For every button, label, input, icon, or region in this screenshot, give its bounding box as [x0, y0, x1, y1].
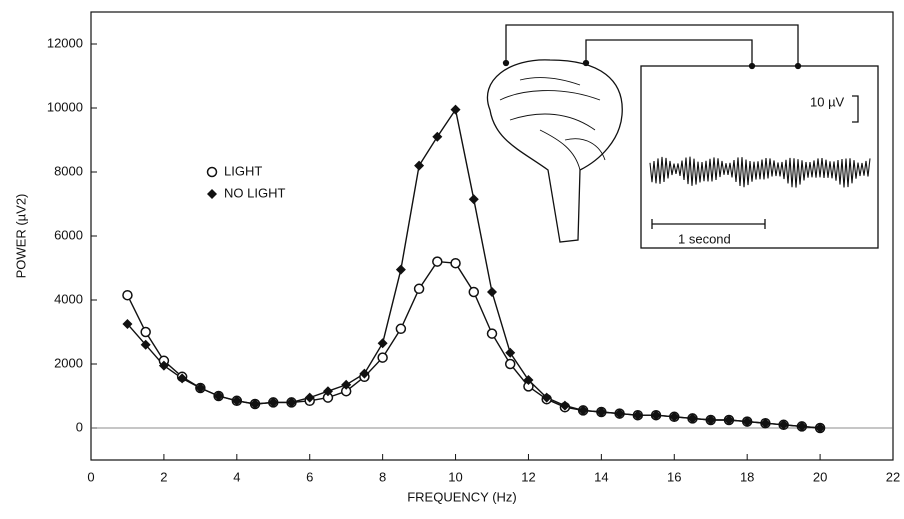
x-tick-label: 6 — [306, 469, 313, 484]
marker — [632, 410, 643, 421]
legend-label: LIGHT — [224, 163, 262, 178]
marker — [486, 328, 498, 339]
marker — [796, 421, 807, 432]
marker — [742, 416, 753, 427]
marker — [341, 379, 352, 390]
marker — [268, 397, 279, 408]
marker — [158, 360, 169, 371]
marker — [195, 383, 206, 393]
marker — [760, 418, 771, 429]
marker — [286, 397, 297, 408]
marker — [468, 286, 480, 298]
y-tick-label: 4000 — [54, 291, 83, 306]
marker — [213, 391, 224, 401]
inset-frame — [640, 65, 879, 249]
y-tick-label: 8000 — [54, 163, 83, 178]
marker — [815, 423, 826, 433]
y-axis-label: POWER (µV2) — [13, 194, 28, 279]
electrode-wires — [505, 24, 799, 66]
annotation: 10 µV — [810, 94, 845, 109]
marker — [304, 392, 315, 403]
x-tick-label: 18 — [740, 469, 754, 484]
x-tick-label: 4 — [233, 469, 240, 484]
marker — [359, 368, 370, 379]
marker — [614, 408, 625, 419]
y-tick-label: 0 — [76, 419, 83, 434]
legend-label: NO LIGHT — [224, 185, 285, 200]
time-bar — [651, 219, 766, 229]
marker — [705, 415, 716, 425]
x-tick-label: 14 — [594, 469, 608, 484]
marker — [523, 375, 534, 385]
y-tick-label: 10000 — [47, 99, 83, 114]
marker — [322, 386, 333, 397]
x-tick-label: 12 — [521, 469, 535, 484]
x-tick-label: 10 — [448, 469, 462, 484]
marker — [450, 104, 461, 115]
x-tick-label: 20 — [813, 469, 827, 484]
x-tick-label: 22 — [886, 469, 900, 484]
marker — [432, 131, 443, 142]
y-tick-label: 2000 — [54, 355, 83, 370]
x-tick-label: 16 — [667, 469, 681, 484]
marker — [450, 257, 461, 269]
marker — [687, 413, 698, 424]
brain — [486, 59, 623, 243]
marker — [250, 399, 261, 409]
marker — [122, 319, 133, 329]
marker — [669, 411, 680, 422]
marker — [468, 194, 479, 205]
marker — [231, 395, 242, 406]
marker — [505, 347, 516, 358]
marker — [596, 407, 607, 417]
legend-marker — [207, 189, 217, 199]
y-tick-label: 12000 — [47, 35, 83, 50]
x-tick-label: 8 — [379, 469, 386, 484]
marker — [377, 338, 388, 349]
marker — [541, 392, 552, 403]
eeg-trace — [649, 156, 871, 188]
marker — [140, 326, 151, 338]
marker — [651, 410, 662, 421]
illustration — [486, 24, 879, 249]
series-line — [126, 260, 821, 429]
amplitude-bar — [852, 95, 859, 123]
marker — [414, 160, 425, 171]
marker — [395, 264, 406, 275]
marker — [413, 283, 425, 295]
marker — [778, 419, 789, 430]
marker — [559, 400, 570, 411]
electrode — [502, 59, 510, 67]
marker — [122, 289, 133, 301]
legend-marker — [206, 166, 218, 178]
marker — [487, 287, 497, 297]
y-tick-label: 6000 — [54, 227, 83, 242]
series-line — [126, 107, 821, 429]
marker — [504, 358, 516, 370]
x-axis-label: FREQUENCY (Hz) — [407, 489, 517, 504]
marker — [723, 415, 734, 425]
marker — [140, 339, 151, 350]
x-tick-label: 2 — [160, 469, 167, 484]
marker — [177, 373, 188, 384]
marker — [377, 352, 388, 363]
x-tick-label: 0 — [87, 469, 94, 484]
marker — [578, 405, 589, 416]
marker — [395, 323, 407, 335]
brain-folds — [499, 77, 606, 171]
marker — [432, 256, 443, 267]
annotation: 1 second — [678, 231, 731, 246]
